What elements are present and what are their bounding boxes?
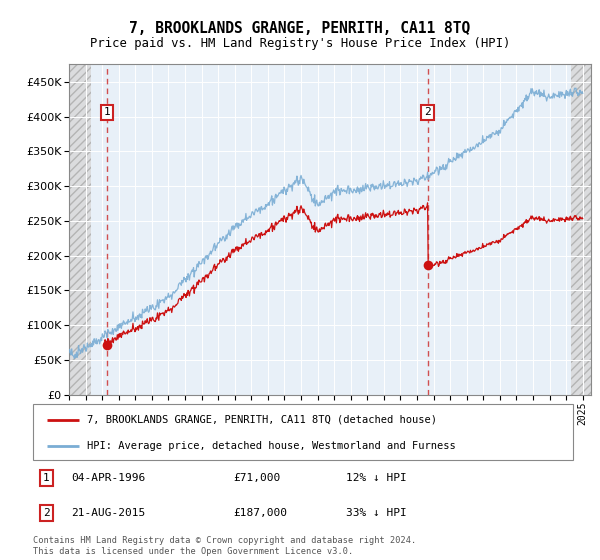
Text: 04-APR-1996: 04-APR-1996 xyxy=(71,473,145,483)
Text: 1: 1 xyxy=(43,473,50,483)
Text: 21-AUG-2015: 21-AUG-2015 xyxy=(71,508,145,518)
Text: £71,000: £71,000 xyxy=(233,473,280,483)
Text: HPI: Average price, detached house, Westmorland and Furness: HPI: Average price, detached house, West… xyxy=(87,441,456,451)
Text: 1: 1 xyxy=(104,108,110,117)
Text: Contains HM Land Registry data © Crown copyright and database right 2024.
This d: Contains HM Land Registry data © Crown c… xyxy=(33,536,416,556)
Text: 7, BROOKLANDS GRANGE, PENRITH, CA11 8TQ: 7, BROOKLANDS GRANGE, PENRITH, CA11 8TQ xyxy=(130,21,470,36)
Text: 2: 2 xyxy=(43,508,50,518)
FancyBboxPatch shape xyxy=(33,404,573,460)
Text: £187,000: £187,000 xyxy=(233,508,287,518)
Text: Price paid vs. HM Land Registry's House Price Index (HPI): Price paid vs. HM Land Registry's House … xyxy=(90,37,510,50)
Text: 12% ↓ HPI: 12% ↓ HPI xyxy=(346,473,407,483)
Text: 2: 2 xyxy=(424,108,431,117)
Text: 33% ↓ HPI: 33% ↓ HPI xyxy=(346,508,407,518)
Text: 7, BROOKLANDS GRANGE, PENRITH, CA11 8TQ (detached house): 7, BROOKLANDS GRANGE, PENRITH, CA11 8TQ … xyxy=(87,415,437,425)
